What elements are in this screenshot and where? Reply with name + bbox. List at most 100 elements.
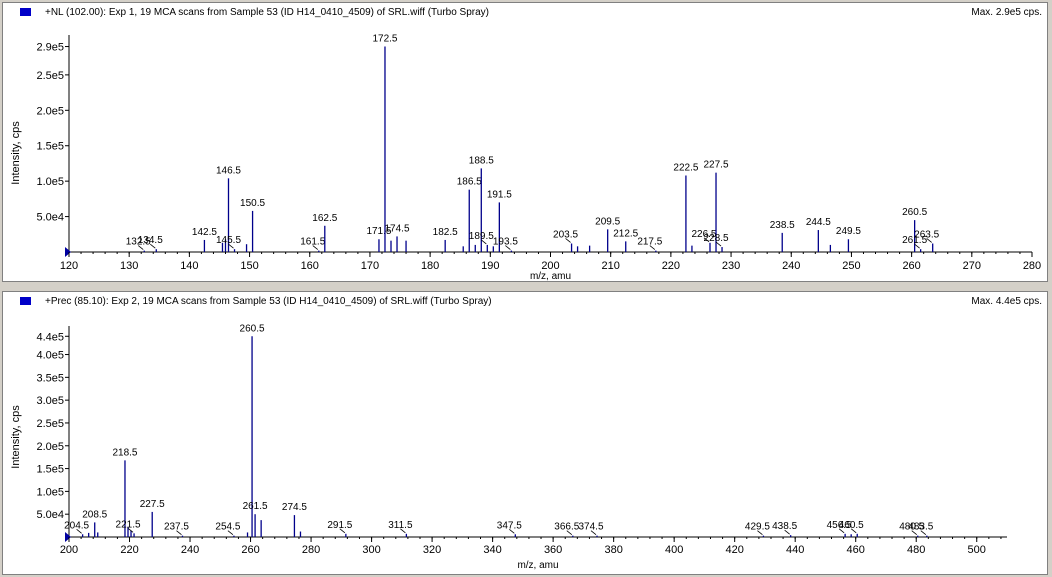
peak-leader — [784, 529, 790, 535]
x-tick-label: 420 — [725, 544, 743, 556]
baseline-marker-icon — [65, 532, 71, 542]
peak-label: 161.5 — [300, 237, 325, 248]
peak-leader — [566, 530, 573, 535]
peak-label: 146.5 — [216, 165, 241, 176]
peak-label: 174.5 — [385, 223, 410, 234]
peak-label: 429.5 — [745, 522, 770, 533]
peak-label: 261.5 — [902, 235, 927, 246]
peak-label: 186.5 — [457, 177, 482, 188]
peak-label: 227.5 — [704, 160, 729, 171]
peak-leader — [176, 530, 182, 535]
y-tick-label: 2.9e5 — [36, 42, 64, 54]
peak-label: 263.5 — [914, 229, 939, 240]
x-tick-label: 270 — [963, 260, 981, 272]
x-tick-label: 240 — [181, 544, 199, 556]
peak-label: 189.5 — [469, 231, 494, 242]
x-tick-label: 340 — [483, 544, 501, 556]
peak-leader — [76, 528, 82, 534]
peak-label: 227.5 — [140, 499, 165, 510]
peak-leader — [127, 528, 134, 533]
panel-marker[interactable] — [20, 297, 31, 305]
x-tick-label: 150 — [240, 260, 258, 272]
peak-leader — [509, 528, 515, 534]
peak-label: 182.5 — [433, 227, 458, 238]
peak-label: 347.5 — [497, 520, 522, 531]
y-tick-label: 3.0e5 — [36, 395, 64, 407]
y-tick-label: 5.0e4 — [36, 212, 64, 224]
peak-leader — [757, 530, 763, 535]
spectrum-chart-nl[interactable]: 120 130 140 150 160 170 180 190 200 210 220 230 240 2… — [3, 3, 1047, 281]
x-tick-label: 140 — [180, 260, 198, 272]
y-tick-label: 2.5e5 — [36, 418, 64, 430]
peak-leader — [312, 245, 319, 250]
peak-label: 142.5 — [192, 227, 217, 238]
peak-label: 212.5 — [613, 228, 638, 239]
peak-label: 150.5 — [240, 198, 265, 209]
y-tick-label: 2.5e5 — [36, 70, 64, 82]
peak-label: 145.5 — [216, 235, 241, 246]
peak-label: 172.5 — [372, 34, 397, 45]
panel-title: +Prec (85.10): Exp 2, 19 MCA scans from … — [45, 296, 492, 307]
peak-label: 228.5 — [704, 233, 729, 244]
peak-label: 460.5 — [839, 520, 864, 531]
peak-label: 260.5 — [902, 207, 927, 218]
peak-label: 238.5 — [770, 220, 795, 231]
peak-label: 366.5 — [554, 522, 579, 533]
x-tick-label: 440 — [786, 544, 804, 556]
x-tick-label: 400 — [665, 544, 683, 556]
peak-label: 249.5 — [836, 226, 861, 237]
baseline-marker-icon — [65, 247, 71, 257]
spectrum-panel-prec: +Prec (85.10): Exp 2, 19 MCA scans from … — [2, 291, 1048, 575]
x-tick-label: 160 — [301, 260, 319, 272]
peak-label: 193.5 — [493, 237, 518, 248]
peak-label: 171.5 — [366, 226, 391, 237]
spectrum-chart-prec[interactable]: 200 220 240 260 280 300 320 340 360 380 400 420 440 4… — [3, 292, 1047, 574]
y-axis-label: Intensity, cps — [10, 121, 22, 185]
peak-label: 188.5 — [469, 155, 494, 166]
peak-leader — [850, 528, 857, 534]
peak-label: 456.5 — [827, 520, 852, 531]
peak-label: 483.5 — [908, 522, 933, 533]
x-tick-label: 380 — [604, 544, 622, 556]
peak-leader — [339, 528, 346, 534]
peak-leader — [481, 239, 487, 245]
x-tick-label: 220 — [662, 260, 680, 272]
y-tick-label: 5.0e4 — [36, 509, 64, 521]
y-tick-label: 3.5e5 — [36, 372, 64, 384]
peak-leader — [649, 245, 656, 250]
peak-label: 244.5 — [806, 217, 831, 228]
y-tick-label: 4.0e5 — [36, 350, 64, 362]
y-tick-label: 1.0e5 — [36, 486, 64, 498]
x-tick-label: 500 — [968, 544, 986, 556]
peak-leader — [703, 237, 710, 243]
x-tick-label: 120 — [60, 260, 78, 272]
peak-leader — [137, 245, 144, 250]
x-tick-label: 200 — [60, 544, 78, 556]
panel-title: +NL (102.00): Exp 1, 19 MCA scans from S… — [45, 7, 490, 18]
peak-leader — [911, 530, 917, 535]
peak-label: 438.5 — [772, 521, 797, 532]
y-axis-label: Intensity, cps — [10, 405, 22, 469]
x-tick-label: 180 — [421, 260, 439, 272]
peak-label: 221.5 — [116, 519, 141, 530]
peak-label: 217.5 — [637, 237, 662, 248]
peak-leader — [926, 238, 932, 243]
peak-label: 132.5 — [126, 237, 151, 248]
y-tick-label: 2.0e5 — [36, 441, 64, 453]
peak-label: 208.5 — [82, 509, 107, 520]
y-tick-label: 4.4e5 — [36, 331, 64, 343]
x-tick-label: 250 — [842, 260, 860, 272]
peak-leader — [715, 241, 722, 247]
x-tick-label: 220 — [120, 544, 138, 556]
peak-label: 374.5 — [578, 522, 603, 533]
peak-label: 134.5 — [138, 235, 163, 246]
peak-label: 237.5 — [164, 522, 189, 533]
x-tick-label: 210 — [602, 260, 620, 272]
peak-leader — [228, 243, 234, 249]
panel-marker[interactable] — [20, 8, 31, 16]
x-tick-label: 240 — [782, 260, 800, 272]
x-tick-label: 230 — [722, 260, 740, 272]
peak-label: 218.5 — [112, 447, 137, 458]
x-axis-label: m/z, amu — [530, 271, 571, 281]
x-tick-label: 260 — [902, 260, 920, 272]
